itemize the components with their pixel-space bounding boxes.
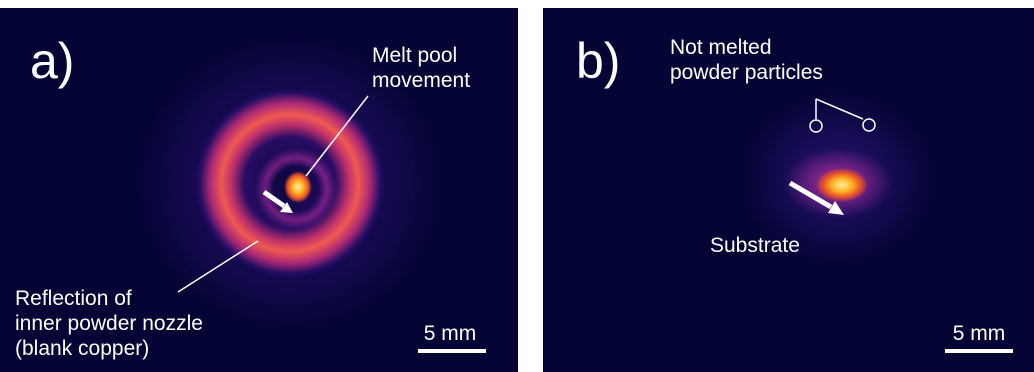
reflection-leader-line: [177, 240, 259, 293]
thermal-image-panel-b: b) Not melted powder particles Substrate…: [543, 8, 1034, 372]
melt-pool-hotspot: [816, 168, 868, 202]
substrate-arrow-shaft: [788, 180, 833, 210]
substrate-label: Substrate: [710, 234, 800, 257]
scale-bar-b: [945, 349, 1013, 353]
particle-marker-left: [809, 119, 823, 133]
panel-letter-b: b): [576, 33, 621, 89]
reflection-label-line1: Reflection of: [15, 287, 132, 310]
melt-pool-hotspot: [284, 171, 312, 203]
annotation-overlay-b: [788, 98, 876, 215]
melt-pool-leader-line: [305, 95, 369, 177]
reflection-label-line2: inner powder nozzle: [15, 312, 203, 335]
thermal-image-panel-a: a) Melt pool movement Reflection of inne…: [0, 8, 518, 372]
particle-leader-line-right: [815, 98, 864, 120]
not-melted-label-line2: powder particles: [670, 61, 823, 84]
panel-letter-a: a): [30, 33, 75, 89]
movement-arrow-head: [280, 202, 293, 213]
scale-bar-label-a: 5 mm: [423, 322, 477, 345]
particle-marker-right: [862, 118, 876, 132]
reflection-label-line3: (blank copper): [15, 337, 150, 360]
annotation-overlay-a: [177, 95, 369, 293]
not-melted-label-line1: Not melted: [670, 36, 772, 59]
melt-pool-label-line2: movement: [372, 69, 471, 92]
melt-pool-label-line1: Melt pool: [372, 44, 458, 67]
movement-arrow-shaft: [262, 189, 286, 209]
scale-bar-label-b: 5 mm: [952, 322, 1006, 345]
substrate-arrow-head: [828, 201, 844, 215]
scale-bar-a: [418, 349, 486, 353]
